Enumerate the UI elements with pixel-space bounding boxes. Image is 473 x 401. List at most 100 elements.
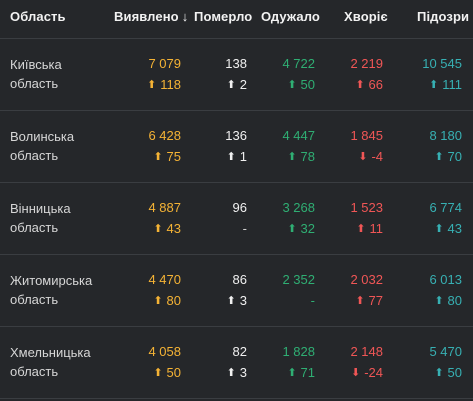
header-sick[interactable]: Хворіє bbox=[344, 9, 388, 24]
arrow-up-icon: ⬆ bbox=[153, 151, 163, 163]
dead-delta-text: 1 bbox=[239, 149, 247, 164]
table-row[interactable]: Волинська область 6 428 ⬆ 75 136 ⬆ 1 4 447 ⬆ 78 1 8… bbox=[0, 111, 473, 183]
sick-delta: ⬆ 11 bbox=[356, 221, 383, 236]
suspected-value: 10 545 bbox=[422, 56, 462, 71]
dead-delta: - bbox=[243, 221, 247, 236]
arrow-down-icon: ⬇ bbox=[358, 151, 368, 163]
arrow-up-icon: ⬆ bbox=[226, 79, 236, 91]
sick-value: 2 148 bbox=[350, 344, 383, 359]
region-name-line2: область bbox=[10, 148, 59, 163]
header-detected[interactable]: Виявлено ↓ bbox=[114, 9, 188, 24]
region-name: Хмельницька область bbox=[10, 343, 120, 381]
sick-delta: ⬆ 77 bbox=[355, 293, 383, 308]
region-name-line1: Хмельницька bbox=[10, 345, 91, 360]
dead-delta-text: 3 bbox=[239, 293, 247, 308]
region-name: Вінницька область bbox=[10, 199, 120, 237]
dead-delta: ⬆ 3 bbox=[227, 365, 247, 380]
dead-value: 138 bbox=[225, 56, 247, 71]
arrow-up-icon: ⬆ bbox=[226, 367, 236, 379]
region-name: Київська область bbox=[10, 55, 120, 93]
detected-value: 4 470 bbox=[148, 272, 181, 287]
recovered-delta-text: 32 bbox=[300, 221, 315, 236]
arrow-up-icon: ⬆ bbox=[434, 151, 444, 163]
detected-delta: ⬆ 118 bbox=[147, 77, 181, 92]
arrow-up-icon: ⬆ bbox=[434, 367, 444, 379]
dead-value: 86 bbox=[232, 272, 247, 287]
arrow-up-icon: ⬆ bbox=[226, 295, 236, 307]
sick-delta-text: 11 bbox=[369, 221, 384, 236]
region-name: Волинська область bbox=[10, 127, 120, 165]
arrow-up-icon: ⬆ bbox=[287, 79, 297, 91]
detected-value: 4 058 bbox=[148, 344, 181, 359]
header-region[interactable]: Область bbox=[10, 9, 66, 24]
sick-delta: ⬆ 66 bbox=[355, 77, 383, 92]
header-recovered[interactable]: Одужало bbox=[261, 9, 320, 24]
recovered-value: 3 268 bbox=[282, 200, 315, 215]
table-row[interactable]: Житомирська область 4 470 ⬆ 80 86 ⬆ 3 2 352-2 03… bbox=[0, 255, 473, 327]
arrow-up-icon: ⬆ bbox=[287, 367, 297, 379]
sick-delta-text: 77 bbox=[368, 293, 383, 308]
recovered-delta: ⬆ 32 bbox=[287, 221, 315, 236]
dead-value: 82 bbox=[232, 344, 247, 359]
header-dead[interactable]: Померло bbox=[194, 9, 253, 24]
dead-delta-text: 2 bbox=[239, 77, 247, 92]
region-name: Житомирська область bbox=[10, 271, 120, 309]
arrow-up-icon: ⬆ bbox=[434, 223, 444, 235]
detected-delta-text: 80 bbox=[166, 293, 181, 308]
detected-delta-text: 75 bbox=[166, 149, 181, 164]
header-detected-label: Виявлено bbox=[114, 9, 179, 24]
recovered-delta-text: 50 bbox=[300, 77, 315, 92]
arrow-up-icon: ⬆ bbox=[287, 151, 297, 163]
recovered-delta: ⬆ 50 bbox=[287, 77, 315, 92]
arrow-up-icon: ⬆ bbox=[434, 295, 444, 307]
arrow-up-icon: ⬆ bbox=[355, 295, 365, 307]
sick-value: 2 219 bbox=[350, 56, 383, 71]
sort-down-icon: ↓ bbox=[181, 9, 189, 24]
detected-delta: ⬆ 50 bbox=[153, 365, 181, 380]
suspected-delta-text: 43 bbox=[447, 221, 462, 236]
header-suspected[interactable]: Підозри bbox=[417, 9, 470, 24]
suspected-delta-text: 111 bbox=[442, 77, 462, 92]
recovered-value: 2 352 bbox=[282, 272, 315, 287]
arrow-up-icon: ⬆ bbox=[287, 223, 297, 235]
dead-value: 96 bbox=[232, 200, 247, 215]
region-name-line2: область bbox=[10, 220, 59, 235]
detected-value: 6 428 bbox=[148, 128, 181, 143]
detected-delta: ⬆ 80 bbox=[153, 293, 181, 308]
detected-value: 4 887 bbox=[148, 200, 181, 215]
arrow-up-icon: ⬆ bbox=[153, 367, 163, 379]
recovered-delta: ⬆ 78 bbox=[287, 149, 315, 164]
recovered-delta-text: - bbox=[310, 293, 315, 308]
suspected-value: 6 013 bbox=[429, 272, 462, 287]
suspected-value: 8 180 bbox=[429, 128, 462, 143]
detected-delta: ⬆ 75 bbox=[153, 149, 181, 164]
detected-value: 7 079 bbox=[148, 56, 181, 71]
table-row[interactable]: Хмельницька область 4 058 ⬆ 50 82 ⬆ 3 1 828 ⬆ 71 2 … bbox=[0, 327, 473, 399]
region-name-line2: область bbox=[10, 76, 59, 91]
suspected-delta: ⬆ 111 bbox=[429, 77, 462, 92]
sick-delta: ⬇ -24 bbox=[351, 365, 383, 380]
sick-delta-text: -4 bbox=[371, 149, 383, 164]
table-row[interactable]: Київська область 7 079 ⬆ 118 138 ⬆ 2 4 722 ⬆ 50 2 2… bbox=[0, 39, 473, 111]
region-name-line2: область bbox=[10, 292, 59, 307]
recovered-value: 4 447 bbox=[282, 128, 315, 143]
region-name-line1: Житомирська bbox=[10, 273, 93, 288]
dead-delta-text: - bbox=[242, 221, 247, 236]
arrow-up-icon: ⬆ bbox=[153, 295, 163, 307]
sick-delta: ⬇ -4 bbox=[358, 149, 383, 164]
recovered-delta: ⬆ 71 bbox=[287, 365, 315, 380]
arrow-up-icon: ⬆ bbox=[153, 223, 163, 235]
recovered-value: 4 722 bbox=[282, 56, 315, 71]
recovered-delta: - bbox=[311, 293, 315, 308]
arrow-up-icon: ⬆ bbox=[429, 79, 439, 91]
recovered-delta-text: 71 bbox=[300, 365, 315, 380]
table-header: Область Виявлено ↓ Померло Одужало Хворіє… bbox=[0, 0, 473, 39]
sick-value: 1 523 bbox=[350, 200, 383, 215]
arrow-up-icon: ⬆ bbox=[226, 151, 236, 163]
dead-value: 136 bbox=[225, 128, 247, 143]
arrow-up-icon: ⬆ bbox=[356, 223, 366, 235]
arrow-down-icon: ⬇ bbox=[350, 367, 361, 379]
sick-delta-text: -24 bbox=[364, 365, 383, 380]
table-row[interactable]: Вінницька область 4 887 ⬆ 43 96-3 268 ⬆ 32 1 523… bbox=[0, 183, 473, 255]
